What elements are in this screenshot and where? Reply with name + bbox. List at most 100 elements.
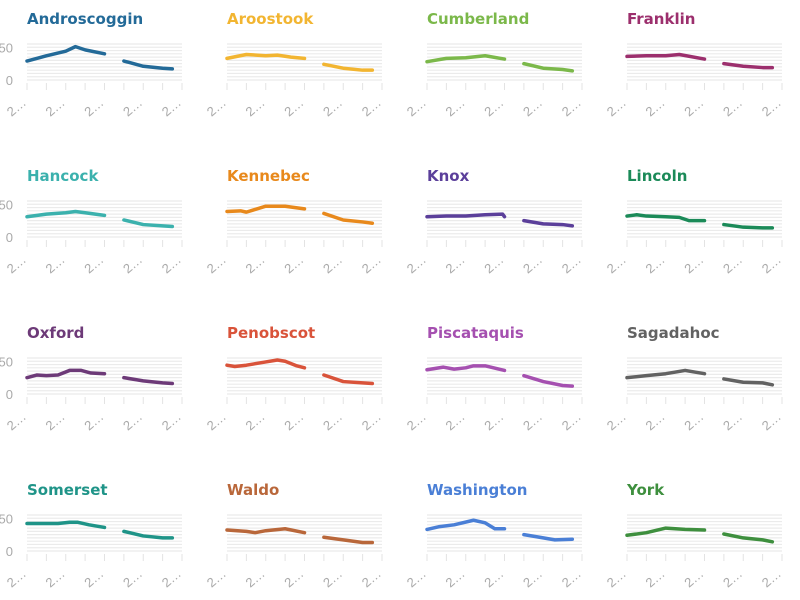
y-tick-label: 0 (6, 230, 13, 245)
x-tick-label: 2… (281, 566, 306, 590)
series-line (425, 212, 507, 219)
series-line (122, 529, 175, 540)
series-line (625, 368, 707, 380)
x-tick-label: 2… (443, 409, 468, 433)
facet-title: Somerset (27, 481, 108, 499)
series-line (322, 62, 375, 72)
x-tick-label: 2… (281, 95, 306, 119)
x-tick-label: 2… (243, 95, 268, 119)
x-tick-label: 2… (559, 566, 584, 590)
series-line (625, 526, 707, 538)
x-tick-label: 2… (204, 252, 229, 276)
facet-title: Franklin (627, 10, 695, 28)
x-tick-label: 2… (559, 252, 584, 276)
x-tick-label: 2… (404, 95, 429, 119)
series-line (225, 358, 307, 370)
series-line (722, 377, 775, 387)
x-tick-label: 2… (4, 252, 29, 276)
x-tick-label: 2… (120, 566, 145, 590)
series-line (722, 222, 775, 230)
x-tick-label: 2… (120, 409, 145, 433)
x-tick-label: 2… (443, 95, 468, 119)
series-line (522, 373, 575, 388)
x-tick-label: 2… (43, 409, 68, 433)
x-tick-label: 2… (643, 252, 668, 276)
x-tick-label: 2… (481, 566, 506, 590)
x-tick-label: 2… (243, 409, 268, 433)
series-line (625, 52, 707, 61)
y-tick-label: 50 (0, 40, 13, 55)
x-tick-label: 2… (159, 566, 184, 590)
series-line (522, 532, 575, 542)
x-tick-label: 2… (81, 252, 106, 276)
x-tick-label: 2… (159, 252, 184, 276)
x-tick-label: 2… (520, 566, 545, 590)
series-line (322, 535, 375, 545)
x-tick-label: 2… (520, 252, 545, 276)
series-line (25, 209, 107, 219)
series-line (225, 526, 307, 535)
x-tick-label: 2… (681, 95, 706, 119)
facet-panel: Aroostook 2… 2… 2… 2… 2… (204, 10, 384, 119)
x-tick-label: 2… (204, 566, 229, 590)
facet-panel: Washington 2… 2… 2… 2… 2… (404, 481, 584, 590)
x-tick-label: 2… (81, 95, 106, 119)
series-line (225, 204, 307, 214)
facet-panel: Lincoln 2… 2… 2… 2… 2… (604, 167, 784, 276)
x-tick-label: 2… (604, 252, 629, 276)
x-tick-label: 2… (643, 566, 668, 590)
facet-title: Sagadahoc (627, 324, 720, 342)
x-tick-label: 2… (43, 566, 68, 590)
facet-title: Washington (427, 481, 527, 499)
facet-panel: Hancock 2… 2… 2… 2… 2… 0 50 (0, 167, 184, 276)
series-line (722, 61, 775, 70)
facet-panel: Somerset 2… 2… 2… 2… 2… 0 50 (0, 481, 184, 590)
x-tick-label: 2… (243, 252, 268, 276)
facet-panel: York 2… 2… 2… 2… 2… (604, 481, 784, 590)
x-tick-label: 2… (404, 566, 429, 590)
series-line (25, 44, 107, 63)
x-tick-label: 2… (359, 409, 384, 433)
facet-panel: Knox 2… 2… 2… 2… 2… (404, 167, 584, 276)
x-tick-label: 2… (720, 409, 745, 433)
x-tick-label: 2… (720, 252, 745, 276)
x-tick-label: 2… (4, 95, 29, 119)
x-tick-label: 2… (720, 566, 745, 590)
x-tick-label: 2… (481, 409, 506, 433)
x-tick-label: 2… (604, 95, 629, 119)
facet-title: Knox (427, 167, 470, 185)
x-tick-label: 2… (404, 409, 429, 433)
y-tick-label: 0 (6, 73, 13, 88)
x-tick-label: 2… (481, 252, 506, 276)
x-tick-label: 2… (359, 566, 384, 590)
x-tick-label: 2… (681, 566, 706, 590)
x-tick-label: 2… (443, 252, 468, 276)
y-tick-label: 0 (6, 387, 13, 402)
x-tick-label: 2… (404, 252, 429, 276)
facet-title: Waldo (227, 481, 279, 499)
x-tick-label: 2… (43, 252, 68, 276)
x-tick-label: 2… (281, 252, 306, 276)
x-tick-label: 2… (720, 95, 745, 119)
x-tick-label: 2… (759, 409, 784, 433)
x-tick-label: 2… (120, 95, 145, 119)
facet-panel: Franklin 2… 2… 2… 2… 2… (604, 10, 784, 119)
series-line (425, 518, 507, 532)
x-tick-label: 2… (320, 95, 345, 119)
x-tick-label: 2… (759, 252, 784, 276)
x-tick-label: 2… (159, 409, 184, 433)
facet-title: Androscoggin (27, 10, 143, 28)
x-tick-label: 2… (359, 252, 384, 276)
series-line (122, 59, 175, 71)
facet-panel: Androscoggin 2… 2… 2… 2… 2… 0 50 (0, 10, 184, 119)
facet-title: Aroostook (227, 10, 314, 28)
x-tick-label: 2… (81, 566, 106, 590)
x-tick-label: 2… (759, 566, 784, 590)
facet-panel: Penobscot 2… 2… 2… 2… 2… (204, 324, 384, 433)
x-tick-label: 2… (559, 409, 584, 433)
facet-title: Hancock (27, 167, 99, 185)
facet-title: Oxford (27, 324, 84, 342)
series-line (225, 52, 307, 61)
x-tick-label: 2… (4, 409, 29, 433)
series-line (322, 373, 375, 386)
